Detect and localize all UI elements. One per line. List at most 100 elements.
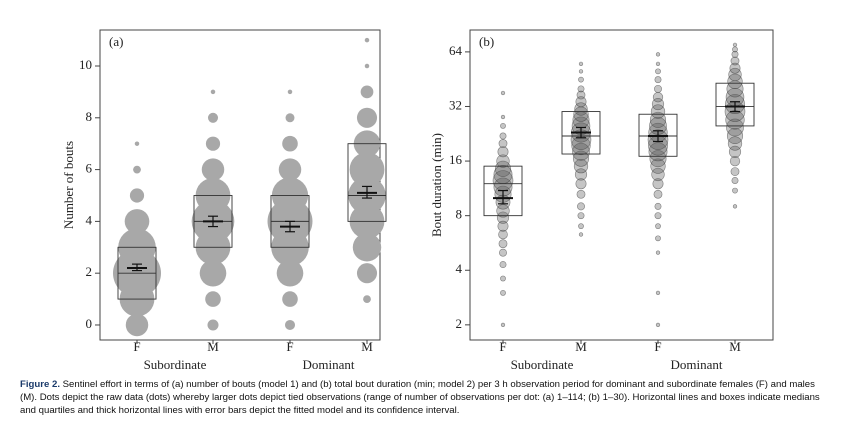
y-tick-label: 6 — [86, 161, 93, 176]
dot — [287, 89, 293, 95]
dot — [578, 61, 584, 66]
group-label: Subordinate — [511, 357, 574, 372]
group-label: Dominant — [671, 357, 723, 372]
dot — [207, 319, 219, 331]
y-tick-label: 0 — [86, 316, 93, 331]
dot — [732, 204, 738, 209]
dot — [497, 146, 509, 158]
dot — [578, 76, 584, 83]
dot — [731, 50, 739, 58]
dot — [500, 114, 506, 120]
panel-label: (a) — [109, 34, 123, 49]
dot — [129, 188, 145, 203]
dot — [360, 85, 374, 99]
dot — [499, 261, 507, 269]
dot — [496, 154, 510, 168]
dot — [494, 160, 512, 177]
dot — [572, 150, 590, 167]
dot — [728, 145, 742, 158]
x-tick-label: F — [499, 339, 506, 354]
y-tick-label: 4 — [86, 212, 93, 227]
dot — [201, 158, 225, 181]
y-tick-label: 8 — [456, 207, 463, 222]
dot — [729, 62, 741, 74]
group-label: Dominant — [303, 357, 355, 372]
dot — [577, 202, 585, 211]
dot — [205, 291, 221, 307]
dot — [364, 63, 370, 69]
dot — [496, 211, 510, 224]
dot — [655, 68, 661, 75]
dot — [575, 96, 587, 108]
dot — [364, 37, 370, 43]
box — [347, 143, 387, 222]
dot — [498, 229, 508, 240]
y-axis-label: Number of bouts — [61, 141, 76, 229]
dot — [125, 313, 149, 337]
dot — [500, 90, 506, 96]
dot — [653, 189, 663, 199]
dot — [730, 56, 740, 66]
plot-frame — [469, 29, 774, 341]
caption: Figure 2. Sentinel effort in terms of (a… — [20, 378, 820, 417]
dot — [652, 92, 664, 103]
dot — [363, 295, 371, 303]
dot — [655, 250, 661, 255]
y-tick-label: 2 — [456, 316, 463, 331]
dot — [654, 84, 662, 93]
y-tick-label: 2 — [86, 264, 93, 279]
dot — [654, 202, 662, 210]
dot — [576, 189, 586, 199]
x-tick-label: F — [133, 339, 140, 354]
dot — [497, 220, 509, 232]
dot — [278, 158, 302, 181]
dot — [500, 322, 506, 327]
dot — [496, 204, 510, 218]
dot — [649, 111, 667, 128]
dot — [276, 259, 304, 287]
dot — [577, 212, 585, 220]
dot — [732, 42, 738, 47]
dot — [655, 61, 661, 66]
dot — [356, 263, 378, 284]
y-axis-label: Bout duration (min) — [429, 133, 444, 237]
caption-label: Figure 2. — [20, 379, 60, 390]
dot — [726, 118, 744, 137]
y-tick-label: 32 — [449, 97, 462, 112]
dot — [498, 239, 508, 249]
dot — [650, 104, 666, 119]
dot — [655, 223, 661, 230]
dot — [498, 139, 508, 148]
dot — [284, 319, 296, 331]
x-tick-label: F — [286, 339, 293, 354]
dot — [729, 155, 741, 167]
dot — [199, 259, 227, 287]
dot — [500, 123, 506, 129]
x-tick-label: M — [729, 339, 741, 354]
dot — [349, 152, 385, 188]
dot — [207, 112, 219, 123]
x-tick-label: M — [207, 339, 219, 354]
dot — [356, 107, 378, 128]
dot — [728, 67, 742, 82]
dot — [578, 232, 584, 237]
dot — [732, 187, 738, 194]
y-tick-label: 4 — [456, 261, 463, 276]
dot — [572, 142, 590, 161]
dot — [205, 136, 221, 151]
dot — [282, 291, 298, 307]
x-tick-label: F — [654, 339, 661, 354]
group-label: Subordinate — [144, 357, 207, 372]
y-tick-label: 64 — [449, 43, 463, 58]
dot — [654, 212, 662, 220]
box — [561, 111, 601, 155]
dot — [730, 167, 740, 176]
box — [638, 113, 678, 157]
dot — [654, 76, 662, 84]
dot — [650, 158, 666, 174]
dot — [655, 290, 661, 296]
box — [483, 165, 523, 217]
dot — [499, 132, 507, 140]
